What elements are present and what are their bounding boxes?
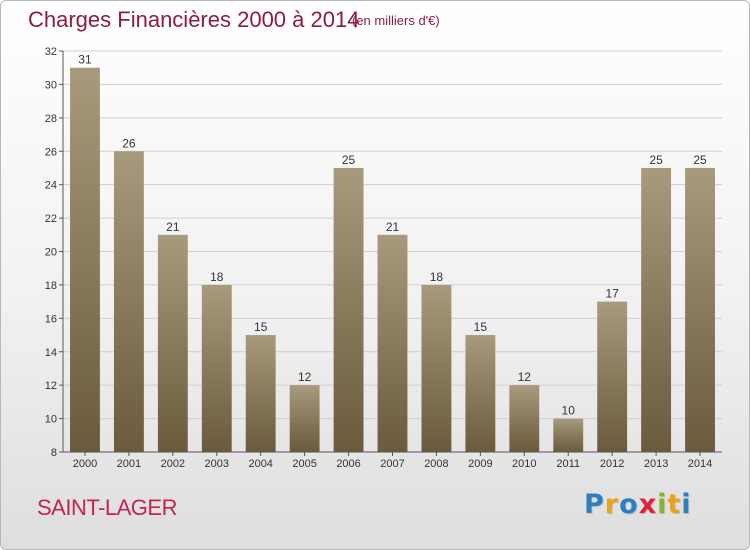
logo-letter: x bbox=[638, 489, 658, 520]
x-tick-label-2002: 2002 bbox=[161, 458, 185, 470]
logo-letter: i bbox=[681, 489, 692, 520]
data-label-2007: 21 bbox=[386, 220, 400, 234]
x-tick-label-2009: 2009 bbox=[468, 458, 492, 470]
bar-2005 bbox=[289, 385, 320, 452]
x-tick-label-2008: 2008 bbox=[424, 458, 448, 470]
chart-subtitle: (en milliers d'€) bbox=[352, 13, 440, 28]
bar-2000 bbox=[70, 67, 100, 452]
logo-letter: o bbox=[619, 489, 639, 520]
y-tick-label: 24 bbox=[45, 180, 57, 192]
y-tick-label: 16 bbox=[45, 313, 57, 325]
x-tick-label-2014: 2014 bbox=[688, 458, 712, 470]
data-label-2001: 26 bbox=[122, 136, 136, 150]
bar-2003 bbox=[201, 284, 232, 452]
bar-2007 bbox=[377, 234, 408, 452]
bar-2001 bbox=[113, 151, 144, 452]
bar-2014 bbox=[685, 167, 715, 453]
bar-2013 bbox=[641, 167, 672, 453]
bar-2002 bbox=[157, 234, 188, 452]
bar-2008 bbox=[421, 284, 452, 452]
y-tick-label: 18 bbox=[45, 280, 57, 292]
x-tick-label-2006: 2006 bbox=[336, 458, 360, 470]
commune-name: SAINT-LAGER bbox=[37, 495, 177, 520]
bar-2012 bbox=[597, 301, 628, 452]
data-label-2005: 12 bbox=[298, 370, 312, 384]
x-tick-label-2000: 2000 bbox=[73, 458, 97, 470]
bar-2010 bbox=[509, 385, 540, 452]
x-tick-label-2013: 2013 bbox=[644, 458, 668, 470]
bar-2006 bbox=[333, 167, 364, 453]
logo-letter: t bbox=[667, 489, 682, 520]
x-tick-label-2004: 2004 bbox=[248, 458, 272, 470]
logo-letter: i bbox=[657, 489, 668, 520]
data-label-2003: 18 bbox=[210, 270, 224, 284]
data-label-2012: 17 bbox=[605, 287, 619, 301]
bar-2009 bbox=[465, 335, 496, 452]
y-tick-label: 30 bbox=[45, 79, 57, 91]
y-tick-label: 26 bbox=[45, 146, 57, 158]
x-tick-label-2005: 2005 bbox=[292, 458, 316, 470]
data-label-2008: 18 bbox=[430, 270, 444, 284]
logo-letter: r bbox=[604, 489, 620, 520]
x-tick-label-2012: 2012 bbox=[600, 458, 624, 470]
data-label-2002: 21 bbox=[166, 220, 180, 234]
y-tick-label: 22 bbox=[45, 213, 57, 225]
data-label-2011: 10 bbox=[562, 404, 576, 418]
x-tick-label-2010: 2010 bbox=[512, 458, 536, 470]
data-label-2010: 12 bbox=[518, 370, 532, 384]
y-tick-label: 14 bbox=[45, 347, 57, 359]
data-label-2009: 15 bbox=[474, 320, 488, 334]
bar-2011 bbox=[553, 418, 584, 452]
x-tick-label-2003: 2003 bbox=[205, 458, 229, 470]
x-tick-label-2001: 2001 bbox=[117, 458, 141, 470]
y-tick-label: 32 bbox=[45, 46, 57, 58]
bar-2004 bbox=[245, 335, 276, 452]
y-tick-label: 12 bbox=[45, 380, 57, 392]
x-tick-label-2007: 2007 bbox=[380, 458, 404, 470]
chart-title: Charges Financières 2000 à 2014 bbox=[28, 7, 360, 32]
x-tick-label-2011: 2011 bbox=[556, 458, 580, 470]
y-tick-label: 8 bbox=[51, 447, 57, 459]
y-tick-label: 20 bbox=[45, 247, 57, 259]
data-label-2006: 25 bbox=[342, 153, 356, 167]
data-label-2004: 15 bbox=[254, 320, 268, 334]
data-label-2000: 31 bbox=[78, 53, 92, 67]
data-label-2013: 25 bbox=[649, 153, 663, 167]
logo-letter: P bbox=[584, 489, 605, 520]
y-tick-label: 28 bbox=[45, 113, 57, 125]
y-tick-label: 10 bbox=[45, 414, 57, 426]
data-label-2014: 25 bbox=[693, 153, 707, 167]
proxiti-logo: Proxiti bbox=[584, 489, 692, 520]
